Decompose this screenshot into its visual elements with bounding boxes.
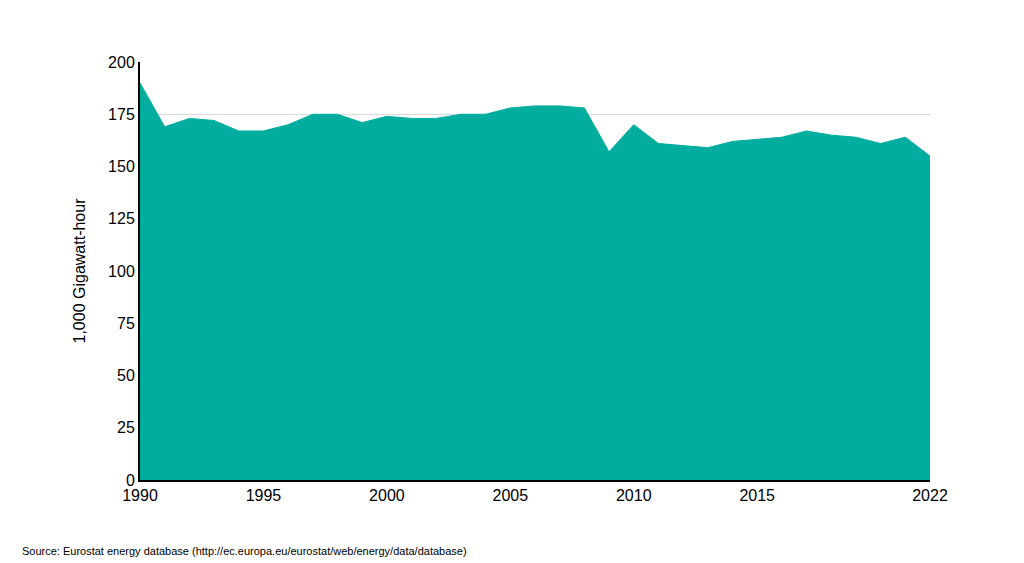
svg-text:2005: 2005 <box>493 487 529 504</box>
svg-text:1,000 Gigawatt-hour: 1,000 Gigawatt-hour <box>71 198 88 344</box>
svg-text:100: 100 <box>108 263 135 280</box>
svg-text:2010: 2010 <box>616 487 652 504</box>
svg-text:2022: 2022 <box>912 487 948 504</box>
svg-text:75: 75 <box>117 315 135 332</box>
svg-text:1990: 1990 <box>122 487 158 504</box>
svg-text:175: 175 <box>108 106 135 123</box>
svg-text:200: 200 <box>108 54 135 71</box>
svg-text:0: 0 <box>126 472 135 489</box>
svg-text:150: 150 <box>108 158 135 175</box>
svg-text:50: 50 <box>117 367 135 384</box>
svg-text:Source: Eurostat energy databa: Source: Eurostat energy database (http:/… <box>22 545 467 557</box>
svg-text:2015: 2015 <box>739 487 775 504</box>
svg-text:1995: 1995 <box>246 487 282 504</box>
svg-text:25: 25 <box>117 419 135 436</box>
svg-text:125: 125 <box>108 210 135 227</box>
svg-text:2000: 2000 <box>369 487 405 504</box>
